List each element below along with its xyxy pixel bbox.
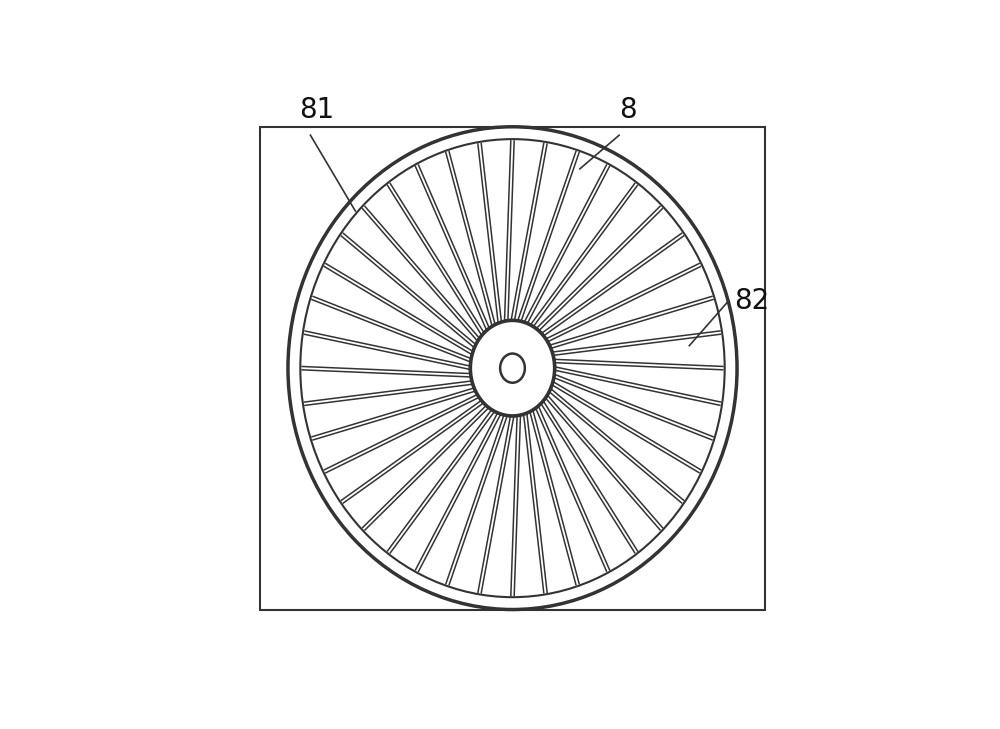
Ellipse shape [470, 321, 555, 416]
Bar [260, 127, 765, 609]
Ellipse shape [288, 127, 737, 609]
Text: 81: 81 [299, 96, 334, 124]
Ellipse shape [470, 321, 555, 416]
Text: 8: 8 [619, 96, 637, 124]
Ellipse shape [500, 354, 525, 383]
Text: 82: 82 [734, 286, 769, 315]
